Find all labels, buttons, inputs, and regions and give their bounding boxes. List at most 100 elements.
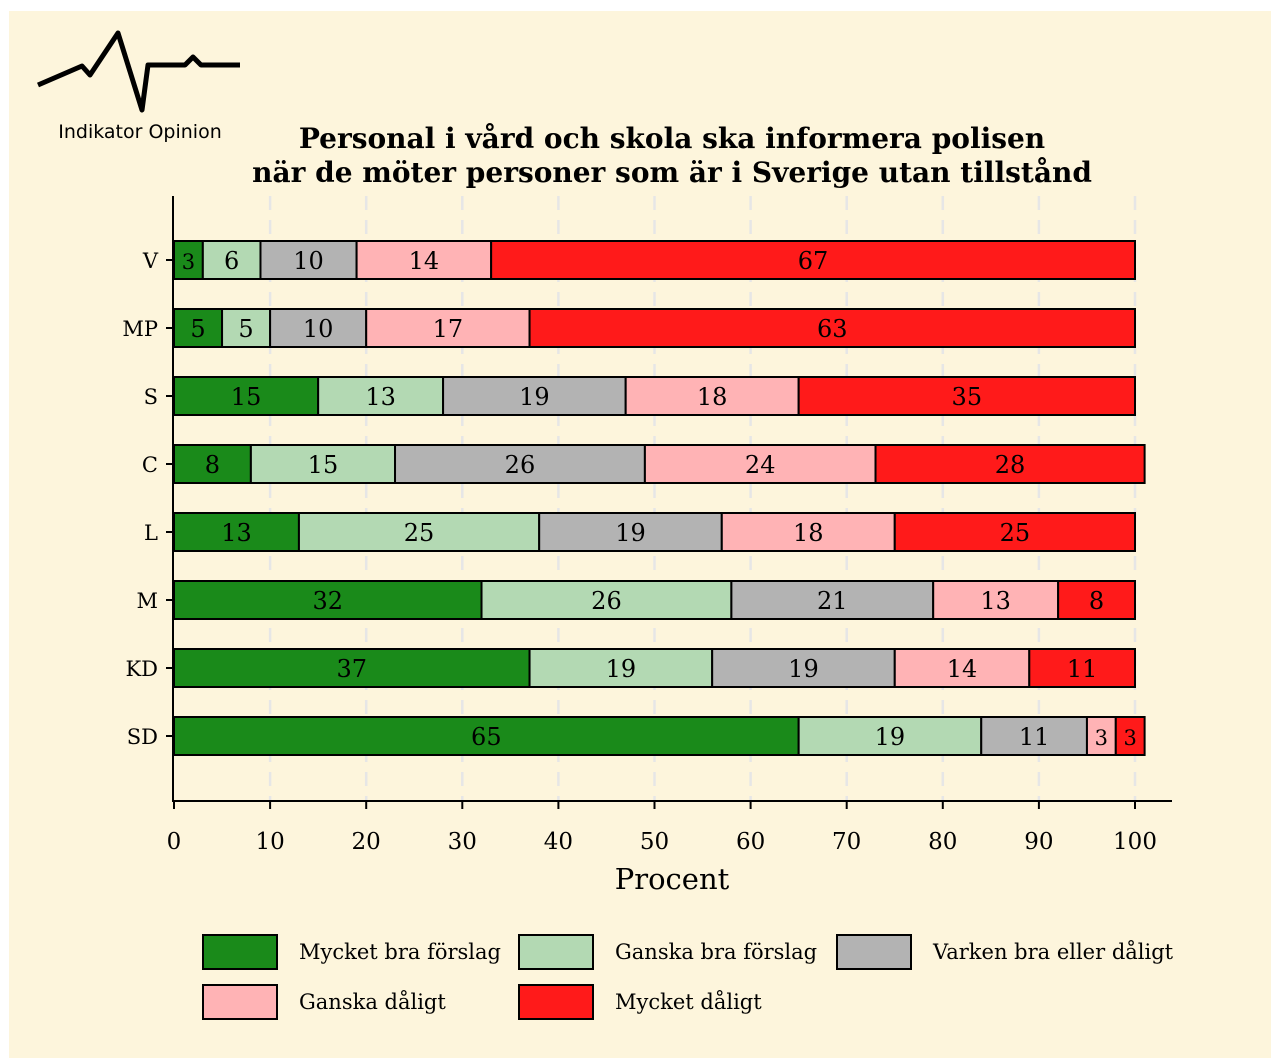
bar-value-label: 19 — [606, 655, 637, 683]
bar-segment — [643, 444, 877, 484]
bar-value-label: 15 — [308, 451, 339, 479]
bar-value-label: 10 — [303, 315, 334, 343]
x-tick-label: 40 — [544, 829, 573, 855]
bar-segment — [269, 308, 368, 348]
x-tick-label: 0 — [167, 829, 182, 855]
legend: Mycket bra förslag Ganska bra förslag Vark… — [202, 934, 1174, 1020]
bar-value-label: 19 — [875, 723, 906, 751]
bar-value-label: 13 — [221, 519, 252, 547]
y-tick-label: V — [142, 249, 159, 273]
bar-segment — [893, 512, 1136, 552]
bar-segment — [355, 240, 493, 280]
chart-title: Personal i vård och skola ska informera … — [252, 122, 1092, 189]
bar-value-label: 32 — [312, 587, 343, 615]
bar-segment — [797, 376, 1137, 416]
bar-segment — [730, 580, 935, 620]
bar-value-label: 19 — [615, 519, 646, 547]
y-tick-label: MP — [122, 317, 158, 341]
bar-value-label: 3 — [1095, 726, 1108, 750]
x-tick-label: 90 — [1024, 829, 1053, 855]
legend-swatch — [202, 934, 278, 970]
y-tick-label: SD — [127, 725, 158, 749]
x-axis-label: Procent — [615, 862, 730, 896]
x-tick-label: 10 — [255, 829, 284, 855]
bar-value-label: 14 — [947, 655, 978, 683]
bar-segment — [221, 308, 272, 348]
bar-segment — [365, 308, 531, 348]
logo-text: Indikator Opinion — [58, 121, 222, 143]
bars: 3 6 10 14 67 5 5 10 17 63 15 13 19 18 35 8 15 26 24 28 13 25 1… — [173, 240, 1146, 756]
legend-swatch — [202, 984, 278, 1020]
bar-value-label: 5 — [190, 315, 205, 343]
bar-segment — [1057, 580, 1136, 620]
bar-value-label: 67 — [798, 247, 829, 275]
bar-value-label: 26 — [505, 451, 536, 479]
x-tick-label: 100 — [1113, 829, 1157, 855]
bar-segment — [932, 580, 1060, 620]
bar-value-label: 3 — [182, 250, 195, 274]
bar-segment — [173, 580, 483, 620]
bar-segment — [442, 376, 627, 416]
y-tick-label: S — [144, 385, 158, 409]
y-tick-label: C — [142, 453, 158, 477]
bar-value-label: 28 — [995, 451, 1026, 479]
legend-label: Mycket dåligt — [615, 990, 762, 1014]
legend-swatch — [518, 984, 594, 1020]
bar-value-label: 37 — [337, 655, 368, 683]
bar-value-label: 17 — [433, 315, 464, 343]
bar-value-label: 11 — [1067, 655, 1098, 683]
bar-segment — [249, 444, 397, 484]
bar-value-label: 26 — [591, 587, 622, 615]
bar-segment — [528, 308, 1136, 348]
bar-segment — [1028, 648, 1137, 688]
legend-label: Varken bra eller dåligt — [932, 940, 1174, 964]
legend-swatch — [518, 934, 594, 970]
bar-segment — [173, 444, 252, 484]
logo-pulse-icon — [37, 30, 240, 113]
x-tick-label: 30 — [448, 829, 477, 855]
bar-segment — [1114, 716, 1146, 756]
legend-label: Ganska bra förslag — [615, 940, 817, 964]
bar-segment — [173, 648, 531, 688]
bar-segment — [874, 444, 1146, 484]
grid-lines — [268, 196, 1137, 801]
bar-value-label: 5 — [238, 315, 253, 343]
x-tick-label: 80 — [928, 829, 957, 855]
bar-value-label: 18 — [793, 519, 824, 547]
legend-label: Mycket bra förslag — [299, 940, 501, 964]
bar-value-label: 13 — [365, 383, 396, 411]
bar-value-label: 19 — [788, 655, 819, 683]
bar-segment — [490, 240, 1136, 280]
axes: 0 10 20 30 40 50 60 70 80 90 100 V MP S C L M KD SD — [122, 196, 1172, 855]
x-tick-label: 50 — [640, 829, 669, 855]
bar-segment — [480, 580, 733, 620]
bar-value-label: 8 — [1089, 587, 1104, 615]
x-tick-label: 60 — [736, 829, 765, 855]
legend-label: Ganska dåligt — [299, 990, 446, 1014]
bar-segment — [317, 376, 445, 416]
bar-segment — [173, 240, 204, 280]
legend-swatch — [836, 934, 912, 970]
indikator-opinion-logo: Indikator Opinion — [37, 30, 240, 143]
bar-value-label: 24 — [745, 451, 776, 479]
bar-value-label: 6 — [224, 247, 239, 275]
bar-value-label: 35 — [952, 383, 983, 411]
bar-segment — [711, 648, 896, 688]
bar-segment — [538, 512, 723, 552]
y-tick-label: M — [136, 589, 158, 613]
bar-segment — [624, 376, 800, 416]
bar-value-label: 14 — [409, 247, 440, 275]
bar-value-label: 25 — [404, 519, 435, 547]
bar-value-label: 11 — [1019, 723, 1050, 751]
bar-segment — [797, 716, 983, 756]
bar-segment — [980, 716, 1088, 756]
bar-value-label: 3 — [1124, 726, 1137, 750]
bar-value-label: 63 — [817, 315, 848, 343]
x-tick-label: 70 — [832, 829, 861, 855]
x-tick-label: 20 — [352, 829, 381, 855]
bar-value-label: 65 — [471, 723, 502, 751]
y-tick-label: L — [144, 521, 158, 545]
bar-value-label: 13 — [980, 587, 1011, 615]
bar-value-label: 18 — [697, 383, 728, 411]
